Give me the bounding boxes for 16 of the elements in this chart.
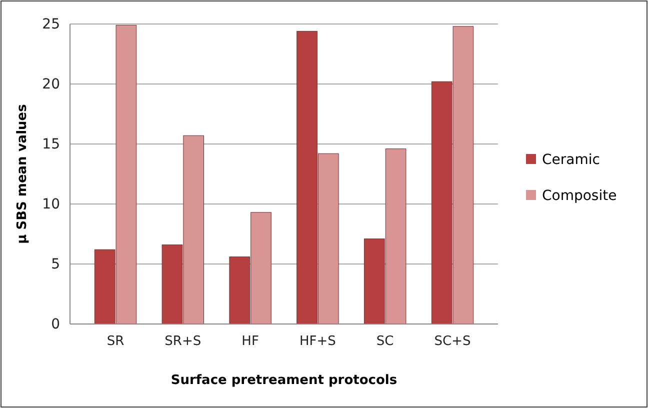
x-tick-label: SR+S <box>164 334 202 350</box>
legend-label: Ceramic <box>542 152 600 168</box>
x-tick-label: SC <box>376 334 394 350</box>
y-tick-label: 5 <box>51 256 60 272</box>
x-tick-label: HF <box>242 334 259 350</box>
x-tick-label: SR <box>106 334 124 350</box>
y-tick-label: 15 <box>42 136 60 152</box>
y-tick-label: 25 <box>42 16 60 32</box>
y-axis-title: µ SBS mean values <box>15 104 30 244</box>
x-tick-label: HF+S <box>300 334 336 350</box>
legend-label: Composite <box>542 188 617 204</box>
y-tick-label: 20 <box>42 76 60 92</box>
x-axis-title: Surface pretreament protocols <box>170 373 398 388</box>
y-tick-label: 0 <box>51 316 60 332</box>
y-tick-label: 10 <box>42 196 60 212</box>
x-tick-label: SC+S <box>434 334 471 350</box>
